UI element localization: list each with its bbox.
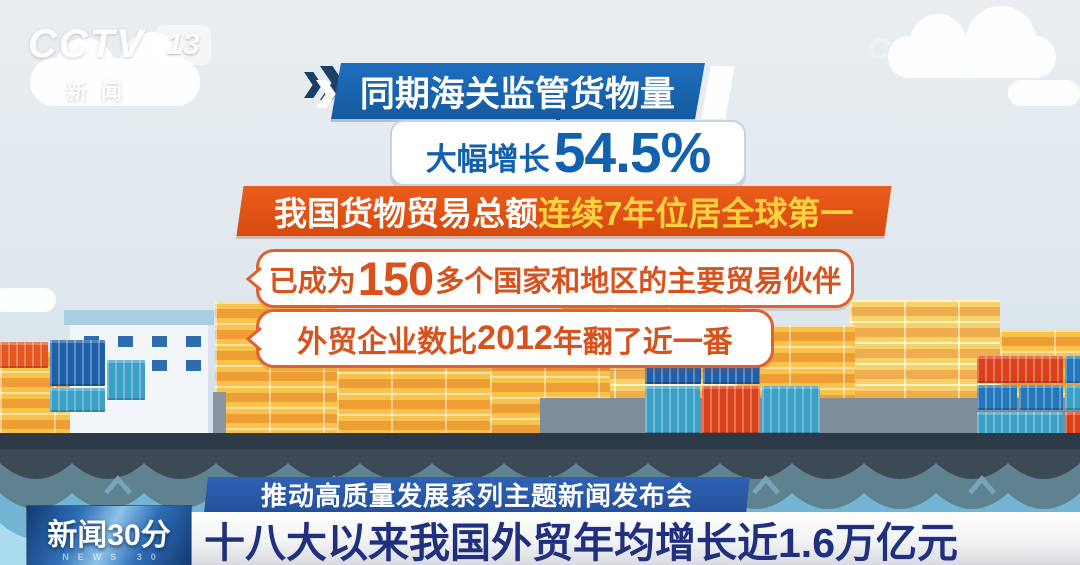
cloud-puff <box>55 38 115 98</box>
window <box>186 336 201 347</box>
program-logo-title: 新闻30分 <box>47 518 171 552</box>
container-teal <box>762 386 820 434</box>
container-teal <box>107 360 145 400</box>
container-red <box>1065 412 1080 438</box>
enterprises-number: 2012 <box>477 319 553 357</box>
trade-rank-banner: 我国货物贸易总额连续7年位居全球第一 <box>236 186 892 236</box>
watermark-cctv-text: CCTV <box>868 33 950 66</box>
container-teal <box>1065 385 1080 410</box>
partners-suffix: 多个国家和地区的主要贸易伙伴 <box>435 265 842 298</box>
banner-slash-decoration <box>701 66 735 119</box>
cctv-channel-number-box: 13 <box>154 24 211 65</box>
headline-text: 十八大以来我国外贸年均增长近1.6万亿元 <box>204 519 958 565</box>
topic-banner-text: 推动高质量发展系列主题新闻发布会 <box>260 481 693 511</box>
program-logo-news30: 新闻30分 NEWS 30 <box>27 506 191 565</box>
warehouse-roof <box>64 310 214 325</box>
container-red <box>977 356 1063 383</box>
chevron-icon <box>304 72 322 98</box>
cctv-channel-number: 13 <box>166 27 200 61</box>
container-blue <box>977 385 1017 410</box>
growth-stat-box: 大幅增长 54.5% <box>390 120 746 186</box>
window <box>152 336 167 347</box>
enterprises-prefix: 外贸企业数比 <box>297 325 478 359</box>
trade-rank-text-white: 我国货物贸易总额 <box>274 195 539 232</box>
customs-cargo-banner: 同期海关监管货物量 <box>331 63 705 119</box>
customs-cargo-banner-text: 同期海关监管货物量 <box>360 74 676 114</box>
cloud <box>1008 80 1080 106</box>
window <box>152 360 167 371</box>
window <box>186 360 201 371</box>
container-blue <box>50 340 105 386</box>
cloud-puff <box>120 32 184 96</box>
cctv-com-watermark: CCTV com <box>868 32 1039 68</box>
growth-value: 54.5% <box>553 121 712 185</box>
cctv-13-logo: CCTV 13 新闻 <box>28 22 211 106</box>
partners-bubble: 已成为 150 多个国家和地区的主要贸易伙伴 <box>245 249 854 308</box>
growth-label: 大幅增长 <box>425 141 550 177</box>
enterprises-bubble: 外贸企业数比 2012 年翻了近一番 <box>245 309 774 368</box>
cctv-logo-text: CCTV <box>28 22 145 66</box>
watermark-com-text: com <box>989 36 1040 63</box>
container-orange <box>0 342 48 368</box>
topic-banner: 推动高质量发展系列主题新闻发布会 <box>204 477 750 512</box>
container-red <box>702 386 760 434</box>
partners-prefix: 已成为 <box>268 265 356 298</box>
chevron-icon <box>316 80 336 108</box>
headline-bar: 十八大以来我国外贸年均增长近1.6万亿元 <box>190 512 1080 565</box>
quay-edge <box>0 433 1080 449</box>
partners-number: 150 <box>357 252 434 305</box>
container-teal <box>50 388 105 412</box>
enterprises-suffix: 年翻了近一番 <box>552 325 733 359</box>
bubble-notch-icon <box>245 326 262 352</box>
trade-rank-text-yellow: 连续7年位居全球第一 <box>538 195 854 232</box>
bubble-notch-icon <box>245 266 262 292</box>
container-teal <box>645 386 700 434</box>
watermark-swirl-icon <box>951 32 988 68</box>
cloud <box>0 288 56 312</box>
program-logo-subtitle: NEWS 30 <box>62 551 165 562</box>
dock-pillar <box>213 392 226 435</box>
container-blue <box>1019 385 1063 410</box>
cctv-logo-subtitle: 新闻 <box>66 81 136 104</box>
window <box>118 336 133 347</box>
container-blue <box>1065 356 1080 383</box>
